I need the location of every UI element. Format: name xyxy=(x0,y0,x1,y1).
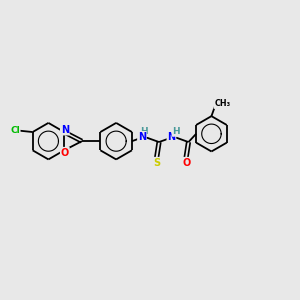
Text: N: N xyxy=(167,132,175,142)
Text: N: N xyxy=(138,132,146,142)
Text: O: O xyxy=(182,158,190,168)
Text: O: O xyxy=(61,148,69,158)
Text: N: N xyxy=(61,125,69,135)
Text: S: S xyxy=(153,158,160,168)
Text: CH₃: CH₃ xyxy=(214,99,230,108)
Text: H: H xyxy=(140,127,148,136)
Text: H: H xyxy=(172,127,180,136)
Text: Cl: Cl xyxy=(10,126,20,135)
